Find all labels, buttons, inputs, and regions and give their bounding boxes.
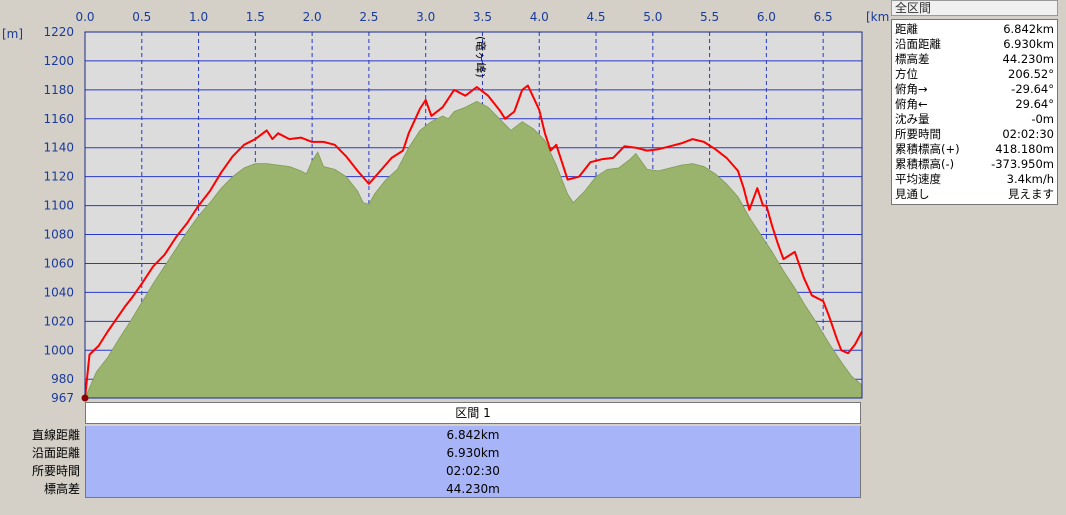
segment-row-value: 6.842km xyxy=(85,426,861,444)
summary-row-value: -0m xyxy=(1031,112,1054,126)
summary-row-value: -29.64° xyxy=(1011,82,1054,96)
summary-row: 俯角← 29.64° xyxy=(895,97,1054,112)
y-tick-label: 1220 xyxy=(43,25,74,39)
summary-row-label: 累積標高(+) xyxy=(895,142,960,156)
x-tick-label: 4.0 xyxy=(530,10,549,24)
y-tick-label: 1100 xyxy=(43,199,74,213)
y-tick-label: 967 xyxy=(51,391,74,402)
y-tick-label: 1180 xyxy=(43,83,74,97)
summary-row: 俯角→ -29.64° xyxy=(895,82,1054,97)
segment-row-value: 02:02:30 xyxy=(85,462,861,480)
summary-row-value: -373.950m xyxy=(991,157,1054,171)
x-tick-label: 0.0 xyxy=(75,10,94,24)
x-tick-label: 5.5 xyxy=(700,10,719,24)
y-tick-label: 1020 xyxy=(43,314,74,328)
route-line xyxy=(84,84,863,399)
x-tick-label: 6.0 xyxy=(757,10,776,24)
summary-row-label: 累積標高(-) xyxy=(895,157,955,171)
y-axis-ticks: 1220 1200 1180 1160 1140 1120 1100 1080 1060 1040… xyxy=(43,25,74,402)
summary-row-label: 俯角← xyxy=(895,97,928,111)
y-unit-label: [m] xyxy=(2,27,23,41)
summary-row-value: 29.64° xyxy=(1015,97,1054,111)
y-tick-label: 1080 xyxy=(43,228,74,242)
summary-row-value: 見えます xyxy=(1008,187,1054,201)
x-unit-label: [km] xyxy=(866,10,890,24)
plot-frame xyxy=(84,31,863,399)
summary-row-label: 標高差 xyxy=(895,52,930,66)
y-tick-label: 1040 xyxy=(43,285,74,299)
summary-row-value: 3.4km/h xyxy=(1006,172,1054,186)
y-tick-label: 1060 xyxy=(43,256,74,270)
summary-row: 累積標高(+) 418.180m xyxy=(895,142,1054,157)
summary-row-label: 方位 xyxy=(895,67,918,81)
y-tick-label: 1140 xyxy=(43,141,74,155)
segment-row-label: 直線距離 xyxy=(31,428,80,442)
x-tick-label: 3.5 xyxy=(473,10,492,24)
segment-row-value: 6.930km xyxy=(85,444,861,462)
x-tick-label: 4.5 xyxy=(586,10,605,24)
summary-row-value: 02:02:30 xyxy=(1002,127,1054,141)
summary-row: 沈み量 -0m xyxy=(895,112,1054,127)
y-tick-label: 1120 xyxy=(43,170,74,184)
y-tick-label: 1160 xyxy=(43,112,74,126)
summary-row-label: 沿面距離 xyxy=(895,37,941,51)
summary-panel-body: 距離 6.842km 沿面距離 6.930km 標高差 44.230m 方位 206.5… xyxy=(891,19,1058,205)
summary-row-label: 平均速度 xyxy=(895,172,941,186)
x-tick-label: 3.0 xyxy=(416,10,435,24)
terrain-area xyxy=(84,100,863,399)
summary-panel-title: 全区間 xyxy=(891,0,1058,16)
summary-row-value: 206.52° xyxy=(1008,67,1054,81)
summary-row-label: 所要時間 xyxy=(895,127,941,141)
summary-row-value: 418.180m xyxy=(995,142,1054,156)
elevation-profile-chart: 0.0 0.5 1.0 1.5 2.0 2.5 3.0 3.5 4.0 4.5 5.0 5.5 6.0 6… xyxy=(2,10,890,402)
x-tick-label: 1.0 xyxy=(189,10,208,24)
segment-row-value: 44.230m xyxy=(85,480,861,498)
x-tick-label: 2.5 xyxy=(359,10,378,24)
segment-row-label: 所要時間 xyxy=(31,464,80,478)
y-tick-label: 1000 xyxy=(43,343,74,357)
summary-row-label: 沈み量 xyxy=(895,112,930,126)
peak-label: (竜ヶ峰) xyxy=(474,36,488,78)
summary-row-value: 44.230m xyxy=(1002,52,1054,66)
x-tick-label: 1.5 xyxy=(246,10,265,24)
summary-row: 標高差 44.230m xyxy=(895,52,1054,67)
summary-panel: 全区間 距離 6.842km 沿面距離 6.930km 標高差 44.230m 方位 2… xyxy=(891,0,1058,205)
summary-row: 所要時間 02:02:30 xyxy=(895,127,1054,142)
summary-row-label: 俯角→ xyxy=(895,82,928,96)
summary-row: 平均速度 3.4km/h xyxy=(895,172,1054,187)
summary-row: 累積標高(-) -373.950m xyxy=(895,157,1054,172)
summary-row-label: 見通し xyxy=(895,187,930,201)
x-axis-ticks: 0.0 0.5 1.0 1.5 2.0 2.5 3.0 3.5 4.0 4.5 5.0 5.5 6.0 6… xyxy=(75,10,832,24)
summary-row: 距離 6.842km xyxy=(895,22,1054,37)
summary-row-label: 距離 xyxy=(895,22,918,36)
summary-row-value: 6.930km xyxy=(1003,37,1054,51)
segment-row-label: 沿面距離 xyxy=(31,446,80,460)
segment-header[interactable]: 区間 1 xyxy=(85,402,861,424)
y-tick-label: 980 xyxy=(51,372,74,386)
summary-row: 沿面距離 6.930km xyxy=(895,37,1054,52)
y-tick-label: 1200 xyxy=(43,54,74,68)
summary-row: 方位 206.52° xyxy=(895,67,1054,82)
x-tick-label: 5.0 xyxy=(643,10,662,24)
segment-row-label: 標高差 xyxy=(43,482,80,496)
summary-row: 見通し 見えます xyxy=(895,187,1054,202)
x-tick-label: 0.5 xyxy=(132,10,151,24)
summary-row-value: 6.842km xyxy=(1003,22,1054,36)
x-tick-label: 2.0 xyxy=(303,10,322,24)
x-tick-label: 6.5 xyxy=(814,10,833,24)
start-marker-icon[interactable] xyxy=(81,394,89,402)
